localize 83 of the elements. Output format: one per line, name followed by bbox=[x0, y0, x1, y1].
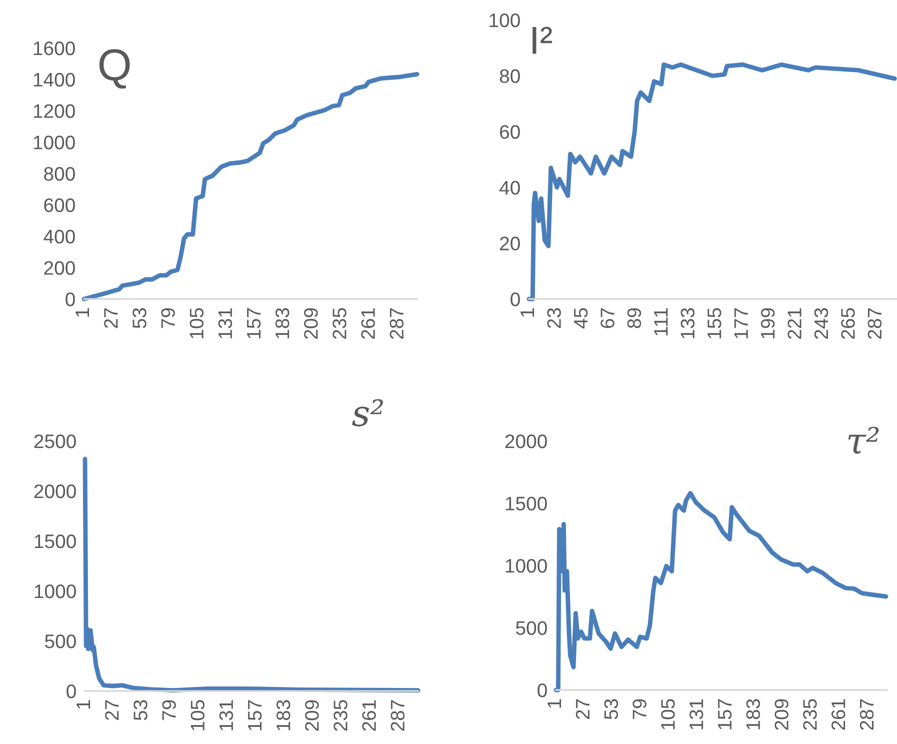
x-tick-label: 287 bbox=[390, 308, 404, 339]
y-tick-label: 1400 bbox=[34, 72, 75, 87]
chart-title: τ² bbox=[848, 426, 879, 454]
line-series bbox=[82, 456, 420, 693]
x-tick-label: 105 bbox=[190, 700, 205, 730]
y-tick-label: 2000 bbox=[505, 434, 547, 448]
x-tick-label: 131 bbox=[219, 700, 234, 730]
y-tick-label: 0 bbox=[66, 292, 75, 306]
x-tick-label: 79 bbox=[162, 700, 176, 720]
x-tick-label: 27 bbox=[576, 699, 590, 719]
x-tick-label: 235 bbox=[332, 308, 346, 339]
x-tick-label: 261 bbox=[362, 700, 376, 731]
x-tick-label: 183 bbox=[276, 700, 290, 730]
y-tick-label: 600 bbox=[44, 198, 75, 212]
y-tick-label: 1500 bbox=[506, 496, 547, 510]
y-tick-label: 0 bbox=[538, 683, 547, 698]
x-tick-label: 111 bbox=[654, 308, 668, 336]
x-tick-label: 1 bbox=[548, 699, 562, 708]
y-tick-label: 1000 bbox=[506, 558, 547, 573]
x-tick-label: 157 bbox=[248, 700, 262, 730]
x-tick-label: 199 bbox=[760, 308, 775, 338]
x-tick-label: 287 bbox=[390, 700, 405, 731]
x-tick-label: 53 bbox=[132, 308, 146, 328]
x-tick-label: 183 bbox=[746, 699, 760, 730]
x-tick-label: 235 bbox=[803, 699, 817, 730]
x-tick-label: 209 bbox=[305, 700, 319, 731]
y-tick-label: 500 bbox=[516, 621, 547, 635]
x-tick-label: 155 bbox=[708, 308, 722, 338]
y-tick-label: 20 bbox=[500, 236, 520, 250]
x-tick-label: 287 bbox=[860, 699, 874, 730]
x-tick-label: 235 bbox=[334, 700, 348, 731]
y-tick-label: 80 bbox=[500, 69, 520, 84]
line-series bbox=[526, 62, 897, 302]
x-tick-label: 27 bbox=[104, 308, 118, 328]
chart-title: I² bbox=[532, 26, 552, 54]
y-tick-label: 0 bbox=[510, 292, 520, 306]
x-tick-label: 287 bbox=[868, 308, 882, 339]
x-tick-label: 89 bbox=[627, 308, 642, 328]
x-tick-label: 243 bbox=[814, 308, 828, 339]
x-tick-label: 105 bbox=[190, 308, 204, 338]
y-tick-label: 400 bbox=[44, 230, 75, 244]
x-tick-label: 23 bbox=[547, 308, 561, 328]
x-tick-label: 261 bbox=[831, 699, 846, 730]
y-tick-label: 800 bbox=[44, 166, 75, 181]
x-tick-label: 1 bbox=[520, 308, 534, 317]
x-tick-label: 157 bbox=[718, 699, 732, 730]
chart-title: Q bbox=[99, 49, 130, 89]
x-tick-label: 79 bbox=[632, 699, 646, 719]
x-tick-label: 53 bbox=[134, 700, 148, 720]
x-tick-label: 157 bbox=[247, 308, 261, 338]
y-tick-label: 1200 bbox=[34, 104, 75, 118]
x-tick-label: 131 bbox=[689, 699, 704, 730]
x-tick-label: 79 bbox=[161, 308, 175, 328]
x-tick-label: 221 bbox=[788, 308, 802, 339]
x-tick-label: 67 bbox=[600, 308, 614, 328]
y-tick-label: 1500 bbox=[34, 534, 76, 548]
y-tick-label: 500 bbox=[45, 634, 76, 648]
x-tick-label: 265 bbox=[841, 308, 855, 339]
x-tick-label: 131 bbox=[218, 308, 232, 338]
y-tick-label: 1000 bbox=[34, 584, 76, 598]
x-tick-label: 27 bbox=[105, 700, 119, 720]
chart-title: s² bbox=[352, 399, 384, 426]
x-tick-label: 1 bbox=[76, 700, 90, 709]
x-tick-label: 1 bbox=[76, 308, 90, 317]
y-tick-label: 2500 bbox=[34, 434, 76, 448]
y-tick-label: 2000 bbox=[34, 484, 76, 498]
y-tick-label: 1000 bbox=[34, 136, 75, 150]
x-tick-label: 183 bbox=[275, 308, 290, 338]
x-tick-label: 105 bbox=[661, 699, 675, 730]
y-tick-label: 100 bbox=[490, 13, 520, 28]
x-tick-label: 209 bbox=[304, 308, 318, 339]
x-tick-label: 45 bbox=[574, 308, 588, 329]
x-tick-label: 261 bbox=[361, 308, 375, 339]
x-tick-label: 53 bbox=[604, 699, 618, 720]
y-tick-label: 200 bbox=[44, 261, 75, 275]
x-tick-label: 209 bbox=[774, 699, 788, 730]
y-tick-label: 60 bbox=[500, 125, 520, 139]
x-tick-label: 177 bbox=[734, 308, 748, 338]
y-tick-label: 40 bbox=[499, 180, 520, 195]
y-tick-label: 0 bbox=[66, 684, 76, 698]
x-tick-label: 133 bbox=[680, 308, 695, 338]
y-tick-label: 1600 bbox=[34, 41, 75, 56]
line-series bbox=[554, 490, 888, 692]
